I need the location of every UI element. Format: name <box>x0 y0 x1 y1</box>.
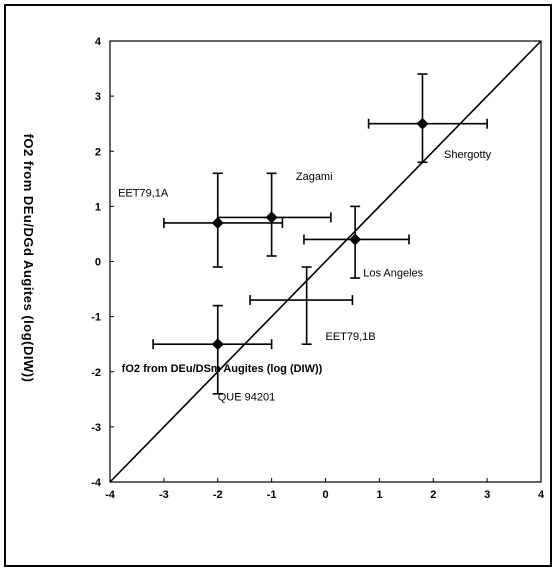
y-tick-label: -1 <box>91 312 101 324</box>
scatter-chart: -4 -3 -2 -1 0 1 2 3 4 -4 -3 -2 -1 0 1 2 3 4 Shergotty Zag… <box>21 36 545 501</box>
diamond-marker <box>349 233 362 246</box>
point-annotation: EET79,1A <box>118 188 169 200</box>
point-annotation: Zagami <box>296 171 333 183</box>
point-annotation: EET79,1B <box>326 331 376 343</box>
y-tick-label: -4 <box>91 477 102 489</box>
reference-line-group <box>109 40 542 483</box>
x-tick-label: 3 <box>484 489 490 501</box>
error-bars-group <box>152 73 488 395</box>
y-tick-label: 1 <box>95 201 101 213</box>
x-tick-label: 0 <box>322 489 328 501</box>
x-tick-label: -4 <box>105 489 116 501</box>
y-tick-label: 3 <box>95 91 101 103</box>
y-tick-label: -2 <box>91 367 101 379</box>
diamond-marker <box>211 216 224 229</box>
diamond-marker <box>265 211 278 224</box>
annotations-group: Shergotty Zagami EET79,1A Los Angeles EET79,… <box>118 149 492 404</box>
chart-frame: -4 -3 -2 -1 0 1 2 3 4 -4 -3 -2 -1 0 1 2 3 4 Shergotty Zag… <box>4 4 552 567</box>
x-tick-label: 2 <box>430 489 436 501</box>
x-axis-title: fO2 from DEu/DSm Augites (log (DIW)) <box>122 363 323 375</box>
y-axis-ticks: -4 -3 -2 -1 0 1 2 3 4 <box>91 36 114 489</box>
x-tick-label: -3 <box>159 489 169 501</box>
y-tick-label: 4 <box>95 36 102 48</box>
x-tick-label: 1 <box>376 489 382 501</box>
y-axis-title: fO2 from DEu/DGd Augites (log(DIW)) <box>21 134 36 383</box>
one-to-one-line <box>109 40 542 483</box>
y-tick-label: -3 <box>91 422 101 434</box>
diamond-marker <box>211 338 224 351</box>
y-tick-label: 0 <box>95 257 101 269</box>
point-annotation: Shergotty <box>444 149 492 161</box>
point-annotation: QUE 94201 <box>218 392 275 404</box>
x-tick-label: 4 <box>538 489 545 501</box>
x-tick-label: -2 <box>213 489 223 501</box>
x-axis-ticks: -4 -3 -2 -1 0 1 2 3 4 <box>105 478 545 501</box>
y-tick-label: 2 <box>95 146 101 158</box>
markers-group <box>211 117 429 351</box>
diamond-marker <box>416 117 429 130</box>
x-tick-label: -1 <box>267 489 277 501</box>
point-annotation: Los Angeles <box>363 268 423 280</box>
